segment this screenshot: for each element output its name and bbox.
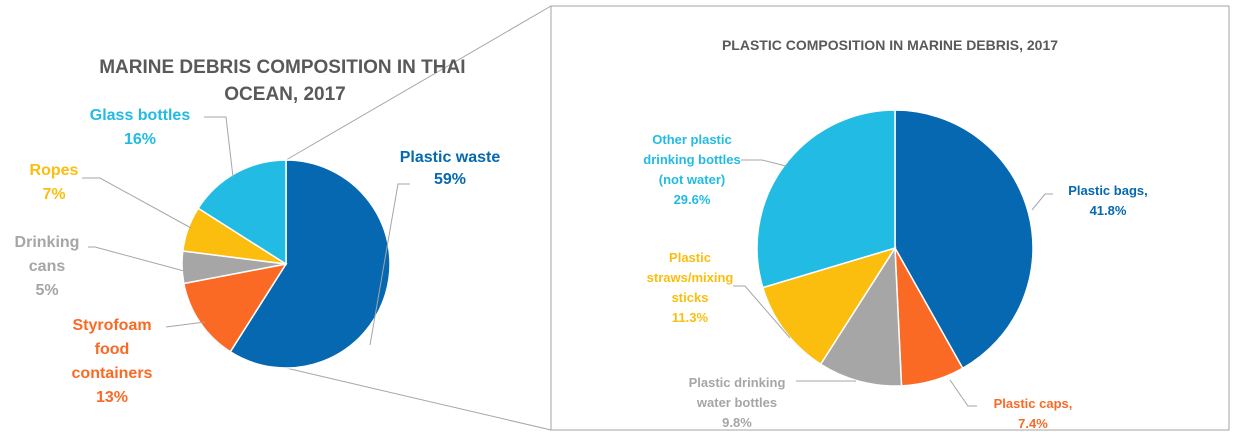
data-label-value: 59% <box>434 171 466 188</box>
data-label-name-line: Plastic drinking <box>689 375 786 390</box>
data-label-glass-bottles: Glass bottles 16% <box>90 107 191 148</box>
data-label-value: 5% <box>35 282 58 299</box>
data-label-plastic-straws-mixing-sticks: Plastic straws/mixing sticks 11.3% <box>647 250 734 325</box>
data-label-name-line: Glass bottles <box>90 107 191 124</box>
pie-slice-plastic-drinking-water-bottles <box>819 245 903 387</box>
data-label-name-line: Other plastic <box>652 132 731 147</box>
data-label-other-plastic-drinking-bottles-not-water-: Other plastic drinking bottles (not water)… <box>643 132 741 207</box>
data-label-value: 7.4% <box>1018 416 1048 431</box>
zoom-connector-bottom <box>285 367 552 431</box>
left-chart-title: MARINE DEBRIS COMPOSITION IN THAI OCEAN,… <box>99 57 471 105</box>
leader-line-plastic-waste <box>369 183 410 346</box>
right-pie <box>756 109 1034 387</box>
right-chart-frame <box>550 5 1230 431</box>
data-label-name-line: Drinking <box>15 234 80 251</box>
data-label-value: 11.3% <box>672 310 709 325</box>
data-label-styrofoam-food-containers: Styrofoam food containers 13% <box>72 317 153 406</box>
leader-line-plastic-caps <box>949 379 977 407</box>
data-label-drinking-cans: Drinking cans 5% <box>15 234 80 299</box>
left-pie <box>181 159 391 369</box>
pie-slice-plastic-waste <box>229 159 391 369</box>
leader-line-other-plastic-drinking-bottles-not-water- <box>741 159 787 167</box>
data-label-value: 29.6% <box>674 192 711 207</box>
leader-line-plastic-bags <box>1031 193 1053 211</box>
data-label-ropes: Ropes 7% <box>30 162 79 203</box>
pie-slice-plastic-bags <box>894 109 1034 370</box>
data-label-name-line: Plastic waste <box>400 149 501 166</box>
data-label-name-line: food <box>95 341 130 358</box>
data-label-value: 41.8% <box>1090 203 1127 218</box>
pie-slice-plastic-straws-mixing-sticks <box>761 246 897 366</box>
data-label-name-line: water bottles <box>696 395 777 410</box>
data-label-name-line: Plastic caps, <box>994 396 1073 411</box>
data-label-plastic-bags: Plastic bags, 41.8% <box>1068 183 1147 218</box>
data-label-name-line: cans <box>29 258 66 275</box>
data-label-plastic-drinking-water-bottles: Plastic drinking water bottles 9.8% <box>689 375 786 430</box>
right-pie-labels: Plastic bags, 41.8%Plastic caps, 7.4%Plast… <box>643 132 1147 431</box>
left-chart-title-line: OCEAN, 2017 <box>224 84 345 105</box>
pie-slice-glass-bottles <box>197 159 287 266</box>
leader-line-styrofoam-food-containers <box>165 321 206 328</box>
data-label-name-line: Styrofoam <box>72 317 151 334</box>
leader-line-ropes <box>82 177 192 229</box>
data-label-name-line: Plastic <box>669 250 711 265</box>
data-label-name-line: (not water) <box>659 172 725 187</box>
data-label-value: 13% <box>96 389 128 406</box>
data-label-value: 7% <box>42 186 65 203</box>
leader-line-glass-bottles <box>204 116 234 178</box>
data-label-name-line: containers <box>72 365 153 382</box>
data-label-value: 16% <box>124 131 156 148</box>
data-label-plastic-caps: Plastic caps, 7.4% <box>994 396 1073 431</box>
data-label-name-line: Plastic bags, <box>1068 183 1147 198</box>
left-chart-title-line: MARINE DEBRIS COMPOSITION IN THAI <box>99 57 465 78</box>
left-pie-labels: Plastic waste 59% Styrofoam food containers 1… <box>15 107 501 406</box>
data-label-name-line: straws/mixing <box>647 270 734 285</box>
data-label-value: 9.8% <box>722 415 752 430</box>
right-chart-title: PLASTIC COMPOSITION IN MARINE DEBRIS, 20… <box>722 37 1058 53</box>
data-label-name-line: drinking bottles <box>643 152 741 167</box>
leader-line-plastic-straws-mixing-sticks <box>733 285 791 339</box>
leader-line-drinking-cans <box>88 246 185 272</box>
zoom-connector-top <box>285 5 552 161</box>
data-label-name-line: sticks <box>672 290 709 305</box>
data-label-name-line: Ropes <box>30 162 79 179</box>
data-label-plastic-waste: Plastic waste 59% <box>400 149 501 188</box>
